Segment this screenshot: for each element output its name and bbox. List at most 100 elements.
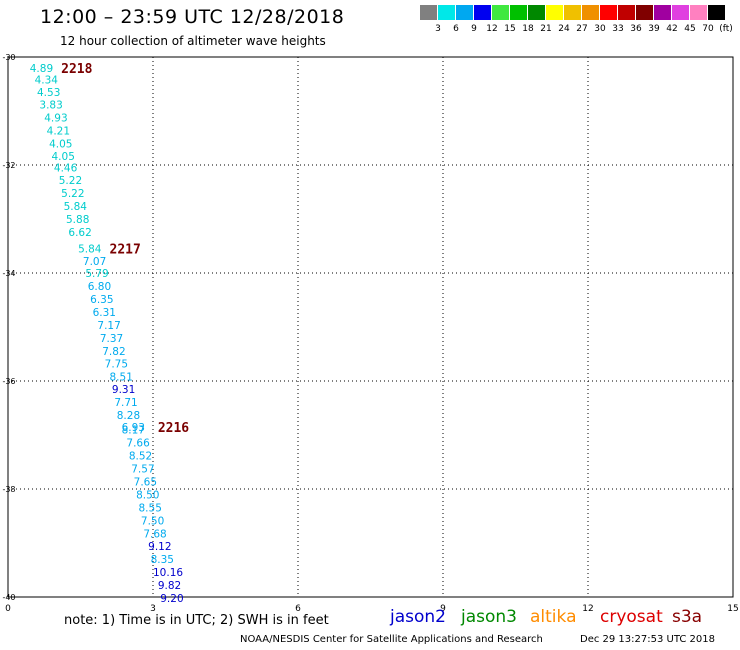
colorbar-label: 6 <box>453 24 459 34</box>
wave-height-point: 7.82 <box>102 346 125 358</box>
wave-height-point: 5.84 <box>78 244 102 256</box>
wave-height-point: 7.68 <box>143 528 166 540</box>
time-label: 2216 <box>158 421 189 436</box>
y-tick-label: -32 <box>2 161 15 170</box>
wave-height-point: 7.65 <box>134 476 157 488</box>
wave-height-point: 8.50 <box>136 489 159 501</box>
wave-height-point: 4.34 <box>35 75 59 87</box>
colorbar-label: 18 <box>522 24 534 34</box>
wave-height-point: 8.52 <box>129 451 152 463</box>
chart-title: 12:00 – 23:59 UTC 12/28/2018 <box>40 6 345 28</box>
wave-height-point: 3.83 <box>39 100 62 112</box>
time-label: 2218 <box>61 62 92 77</box>
wave-height-point: 8.51 <box>110 372 133 384</box>
wave-height-point: 7.17 <box>97 320 120 332</box>
x-tick-label: 15 <box>727 604 738 614</box>
mission-s3a: s3a <box>672 607 703 627</box>
wave-height-point: 7.37 <box>100 333 123 345</box>
time-label: 2217 <box>110 243 141 258</box>
wave-height-point: 8.28 <box>117 410 140 422</box>
colorbar-swatch <box>636 5 653 20</box>
wave-height-point: 8.35 <box>151 554 174 566</box>
mission-altika: altika <box>530 607 577 627</box>
chart-subtitle: 12 hour collection of altimeter wave hei… <box>60 34 326 48</box>
colorbar-label: 30 <box>594 24 606 34</box>
wave-height-point: 8.17 <box>122 425 145 437</box>
wave-height-point: 9.31 <box>112 384 135 396</box>
plot-frame <box>7 56 734 598</box>
x-tick-label: 12 <box>582 604 593 614</box>
wave-height-point: 5.88 <box>66 214 89 226</box>
mission-jason3: jason3 <box>461 607 517 627</box>
x-tick-label: 0 <box>5 604 11 614</box>
wave-height-point: 6.62 <box>68 227 91 239</box>
wave-height-point: 4.53 <box>37 87 60 99</box>
wave-height-point: 7.71 <box>114 397 137 409</box>
colorbar-swatch <box>528 5 545 20</box>
wave-height-point: 5.22 <box>59 175 82 187</box>
x-tick-label: 6 <box>295 604 301 614</box>
wave-height-point: 9.82 <box>158 580 181 592</box>
x-tick-label: 9 <box>440 604 446 614</box>
credit-line: NOAA/NESDIS Center for Satellite Applica… <box>240 634 543 645</box>
mission-cryosat: cryosat <box>600 607 663 627</box>
colorbar-swatch <box>600 5 617 20</box>
wave-height-point: 4.89 <box>30 63 53 75</box>
colorbar-label: 9 <box>471 24 477 34</box>
colorbar-label: 39 <box>648 24 660 34</box>
colorbar-swatch <box>690 5 707 20</box>
wave-height-point: 7.75 <box>105 359 128 371</box>
wave-height-point: 7.50 <box>141 515 164 527</box>
wave-height-point: 4.05 <box>52 151 75 163</box>
colorbar-label: 12 <box>486 24 498 34</box>
colorbar-swatch <box>420 5 437 20</box>
wave-height-point: 9.20 <box>160 593 183 605</box>
wave-height-point: 10.16 <box>153 567 183 579</box>
colorbar-swatch <box>618 5 635 20</box>
colorbar-swatch <box>510 5 527 20</box>
y-tick-label: -38 <box>2 485 15 494</box>
colorbar-swatch <box>654 5 671 20</box>
colorbar-label: 45 <box>684 24 696 34</box>
wave-height-point: 4.05 <box>49 138 72 150</box>
wave-height-point: 5.79 <box>85 268 108 280</box>
wave-height-point: 6.31 <box>93 307 116 319</box>
wave-height-point: 6.93 <box>122 422 145 434</box>
colorbar-swatch <box>708 5 725 20</box>
wave-height-point: 8.55 <box>139 502 162 514</box>
colorbar-label: 70 <box>702 24 714 34</box>
wave-height-point: 5.84 <box>64 201 88 213</box>
x-tick-label: 3 <box>150 604 156 614</box>
y-tick-label: -40 <box>2 593 15 602</box>
colorbar-swatch <box>672 5 689 20</box>
colorbar-label: 21 <box>540 24 552 34</box>
wave-height-point: 5.22 <box>61 188 84 200</box>
colorbar-label: (ft) <box>719 24 733 34</box>
wave-height-point: 4.21 <box>47 125 70 137</box>
y-tick-label: -30 <box>2 53 15 62</box>
colorbar-label: 24 <box>558 24 570 34</box>
colorbar-swatch <box>438 5 455 20</box>
colorbar-label: 27 <box>576 24 588 34</box>
colorbar-label: 42 <box>666 24 678 34</box>
mission-jason2: jason2 <box>390 607 446 627</box>
wave-height-point: 7.57 <box>131 463 154 475</box>
colorbar-swatch <box>582 5 599 20</box>
colorbar-swatch <box>492 5 509 20</box>
colorbar-swatch <box>546 5 563 20</box>
colorbar-swatch <box>474 5 491 20</box>
wave-height-point: 7.66 <box>126 438 150 450</box>
colorbar-label: 36 <box>630 24 642 34</box>
y-tick-label: -34 <box>2 269 15 278</box>
wave-height-point: 4.93 <box>44 112 67 124</box>
wave-height-point: 7.07 <box>83 256 106 268</box>
wave-height-point: 4.46 <box>54 163 78 175</box>
colorbar-label: 3 <box>435 24 441 34</box>
y-tick-label: -36 <box>2 377 15 386</box>
wave-height-point: 6.35 <box>90 294 113 306</box>
wave-height-point: 6.80 <box>88 281 111 293</box>
wave-height-point: 9.12 <box>148 541 171 553</box>
colorbar-swatch <box>564 5 581 20</box>
generated-timestamp: Dec 29 13:27:53 UTC 2018 <box>580 634 715 645</box>
